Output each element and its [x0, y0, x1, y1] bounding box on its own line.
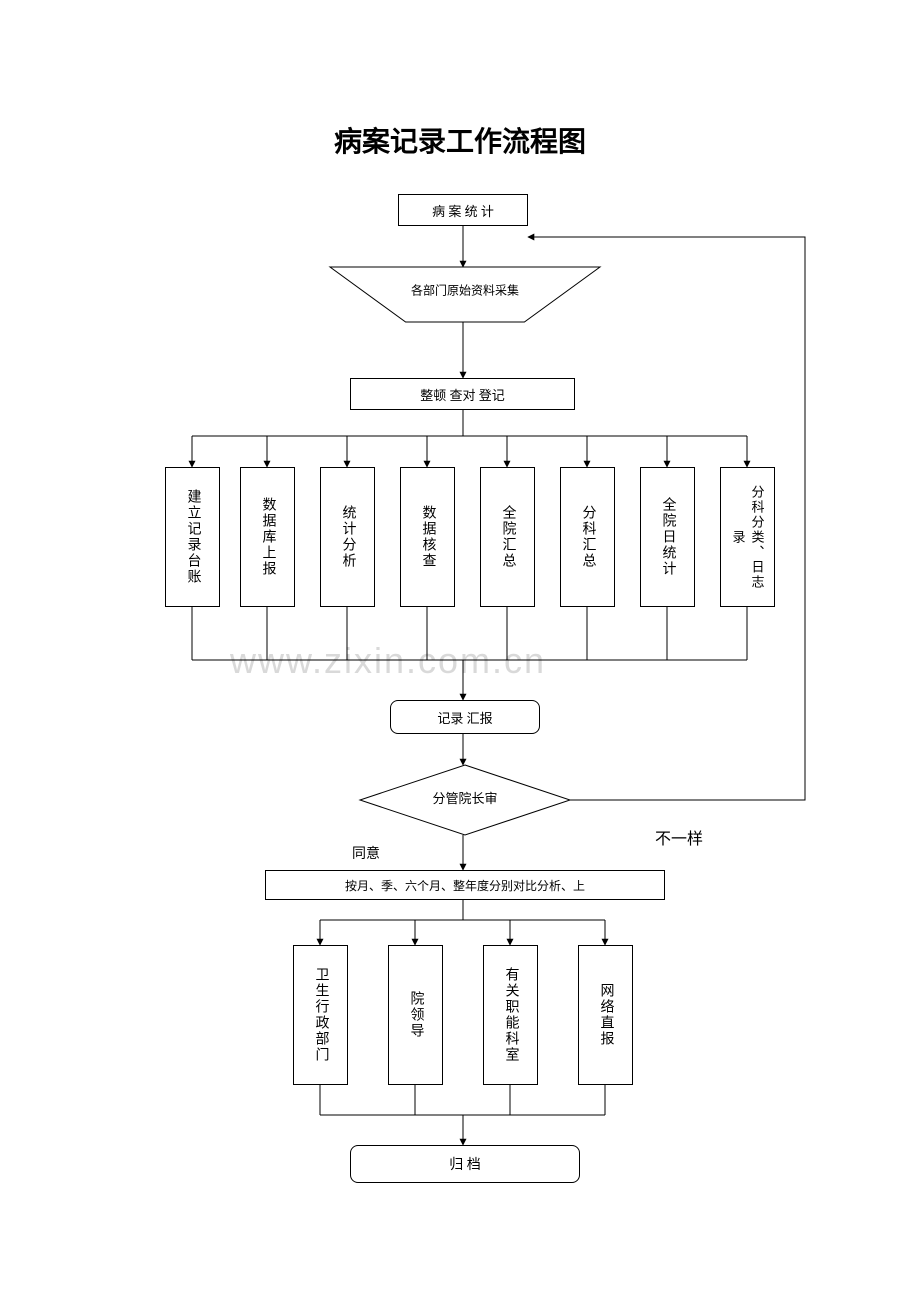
flow-node-n1: 病 案 统 计 — [398, 194, 528, 226]
flow-node-b3: 统计分析 — [320, 467, 375, 607]
svg-text:各部门原始资料采集: 各部门原始资料采集 — [411, 283, 519, 298]
label-yes: 同意 — [352, 843, 380, 863]
flow-node-n3: 整顿 查对 登记 — [350, 378, 575, 410]
flow-node-c3: 有关职能科室 — [483, 945, 538, 1085]
flow-node-b5: 全院汇总 — [480, 467, 535, 607]
watermark: www.zixin.com.cn — [230, 640, 546, 682]
flow-node-b1: 建立记录台账 — [165, 467, 220, 607]
svg-text:分管院长审: 分管院长审 — [432, 791, 497, 806]
flow-node-b7: 全院日统计 — [640, 467, 695, 607]
flowchart-canvas: 病案记录工作流程图 www.zixin.com.cn 各部门原始资料采集分管院长… — [0, 0, 920, 1302]
flow-node-n4: 记录 汇报 — [390, 700, 540, 734]
flow-node-b2: 数据库上报 — [240, 467, 295, 607]
flow-node-c1: 卫生行政部门 — [293, 945, 348, 1085]
flow-node-b8: 分科分类、日志录 — [720, 467, 775, 607]
flowchart-title: 病案记录工作流程图 — [0, 120, 920, 160]
flow-node-b4: 数据核查 — [400, 467, 455, 607]
flow-node-n6: 按月、季、六个月、整年度分别对比分析、上 — [265, 870, 665, 900]
flow-node-c4: 网络直报 — [578, 945, 633, 1085]
flow-node-b6: 分科汇总 — [560, 467, 615, 607]
flow-node-n7: 归 档 — [350, 1145, 580, 1183]
label-no: 不一样 — [655, 825, 703, 849]
flow-node-c2: 院领导 — [388, 945, 443, 1085]
